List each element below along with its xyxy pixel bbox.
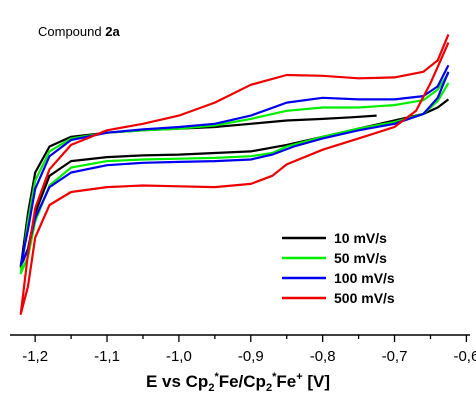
legend-label: 100 mV/s <box>334 270 395 286</box>
x-axis-label-part: Fe <box>276 372 296 391</box>
legend-label: 500 mV/s <box>334 290 395 306</box>
x-axis-label-subscript: 2 <box>208 382 214 394</box>
x-axis-label-subscript: 2 <box>266 382 272 394</box>
chart-title-prefix: Compound <box>38 24 105 39</box>
legend-label: 10 mV/s <box>334 230 387 246</box>
x-tick-label: -1,2 <box>22 348 48 365</box>
x-axis-ticks: -1,2 -1,1 -1,0 -0,9 -0,8 -0,7 -0,6 <box>22 335 476 365</box>
x-tick-label: -0,7 <box>382 348 408 365</box>
chart-title: Compound 2a <box>38 24 120 39</box>
x-tick-label: -1,1 <box>94 348 120 365</box>
series-line-100-mv-s <box>19 64 450 267</box>
x-tick-label: -0,8 <box>310 348 336 365</box>
x-tick-label: -0,6 <box>453 348 476 365</box>
series-line-50-mv-s <box>19 72 450 275</box>
x-axis-label-part: [V] <box>303 372 330 391</box>
x-tick-label: -0,9 <box>238 348 264 365</box>
plot-area <box>19 33 450 315</box>
legend-label: 50 mV/s <box>334 250 387 266</box>
series-line-500-mv-s <box>19 33 450 315</box>
x-axis-label: E vs Cp2*Fe/Cp2*Fe+ [V] <box>146 371 330 394</box>
x-axis-label-part: Fe/Cp <box>219 372 266 391</box>
x-axis-label-superscript: * <box>214 371 219 383</box>
x-axis-label-superscript: * <box>272 371 277 383</box>
legend: 10 mV/s 50 mV/s 100 mV/s 500 mV/s <box>282 230 395 306</box>
chart-title-compound-number: 2a <box>105 24 120 39</box>
x-axis-label-superscript: + <box>296 371 302 383</box>
x-tick-label: -1,0 <box>166 348 192 365</box>
x-axis-label-part: E vs Cp <box>146 372 208 391</box>
